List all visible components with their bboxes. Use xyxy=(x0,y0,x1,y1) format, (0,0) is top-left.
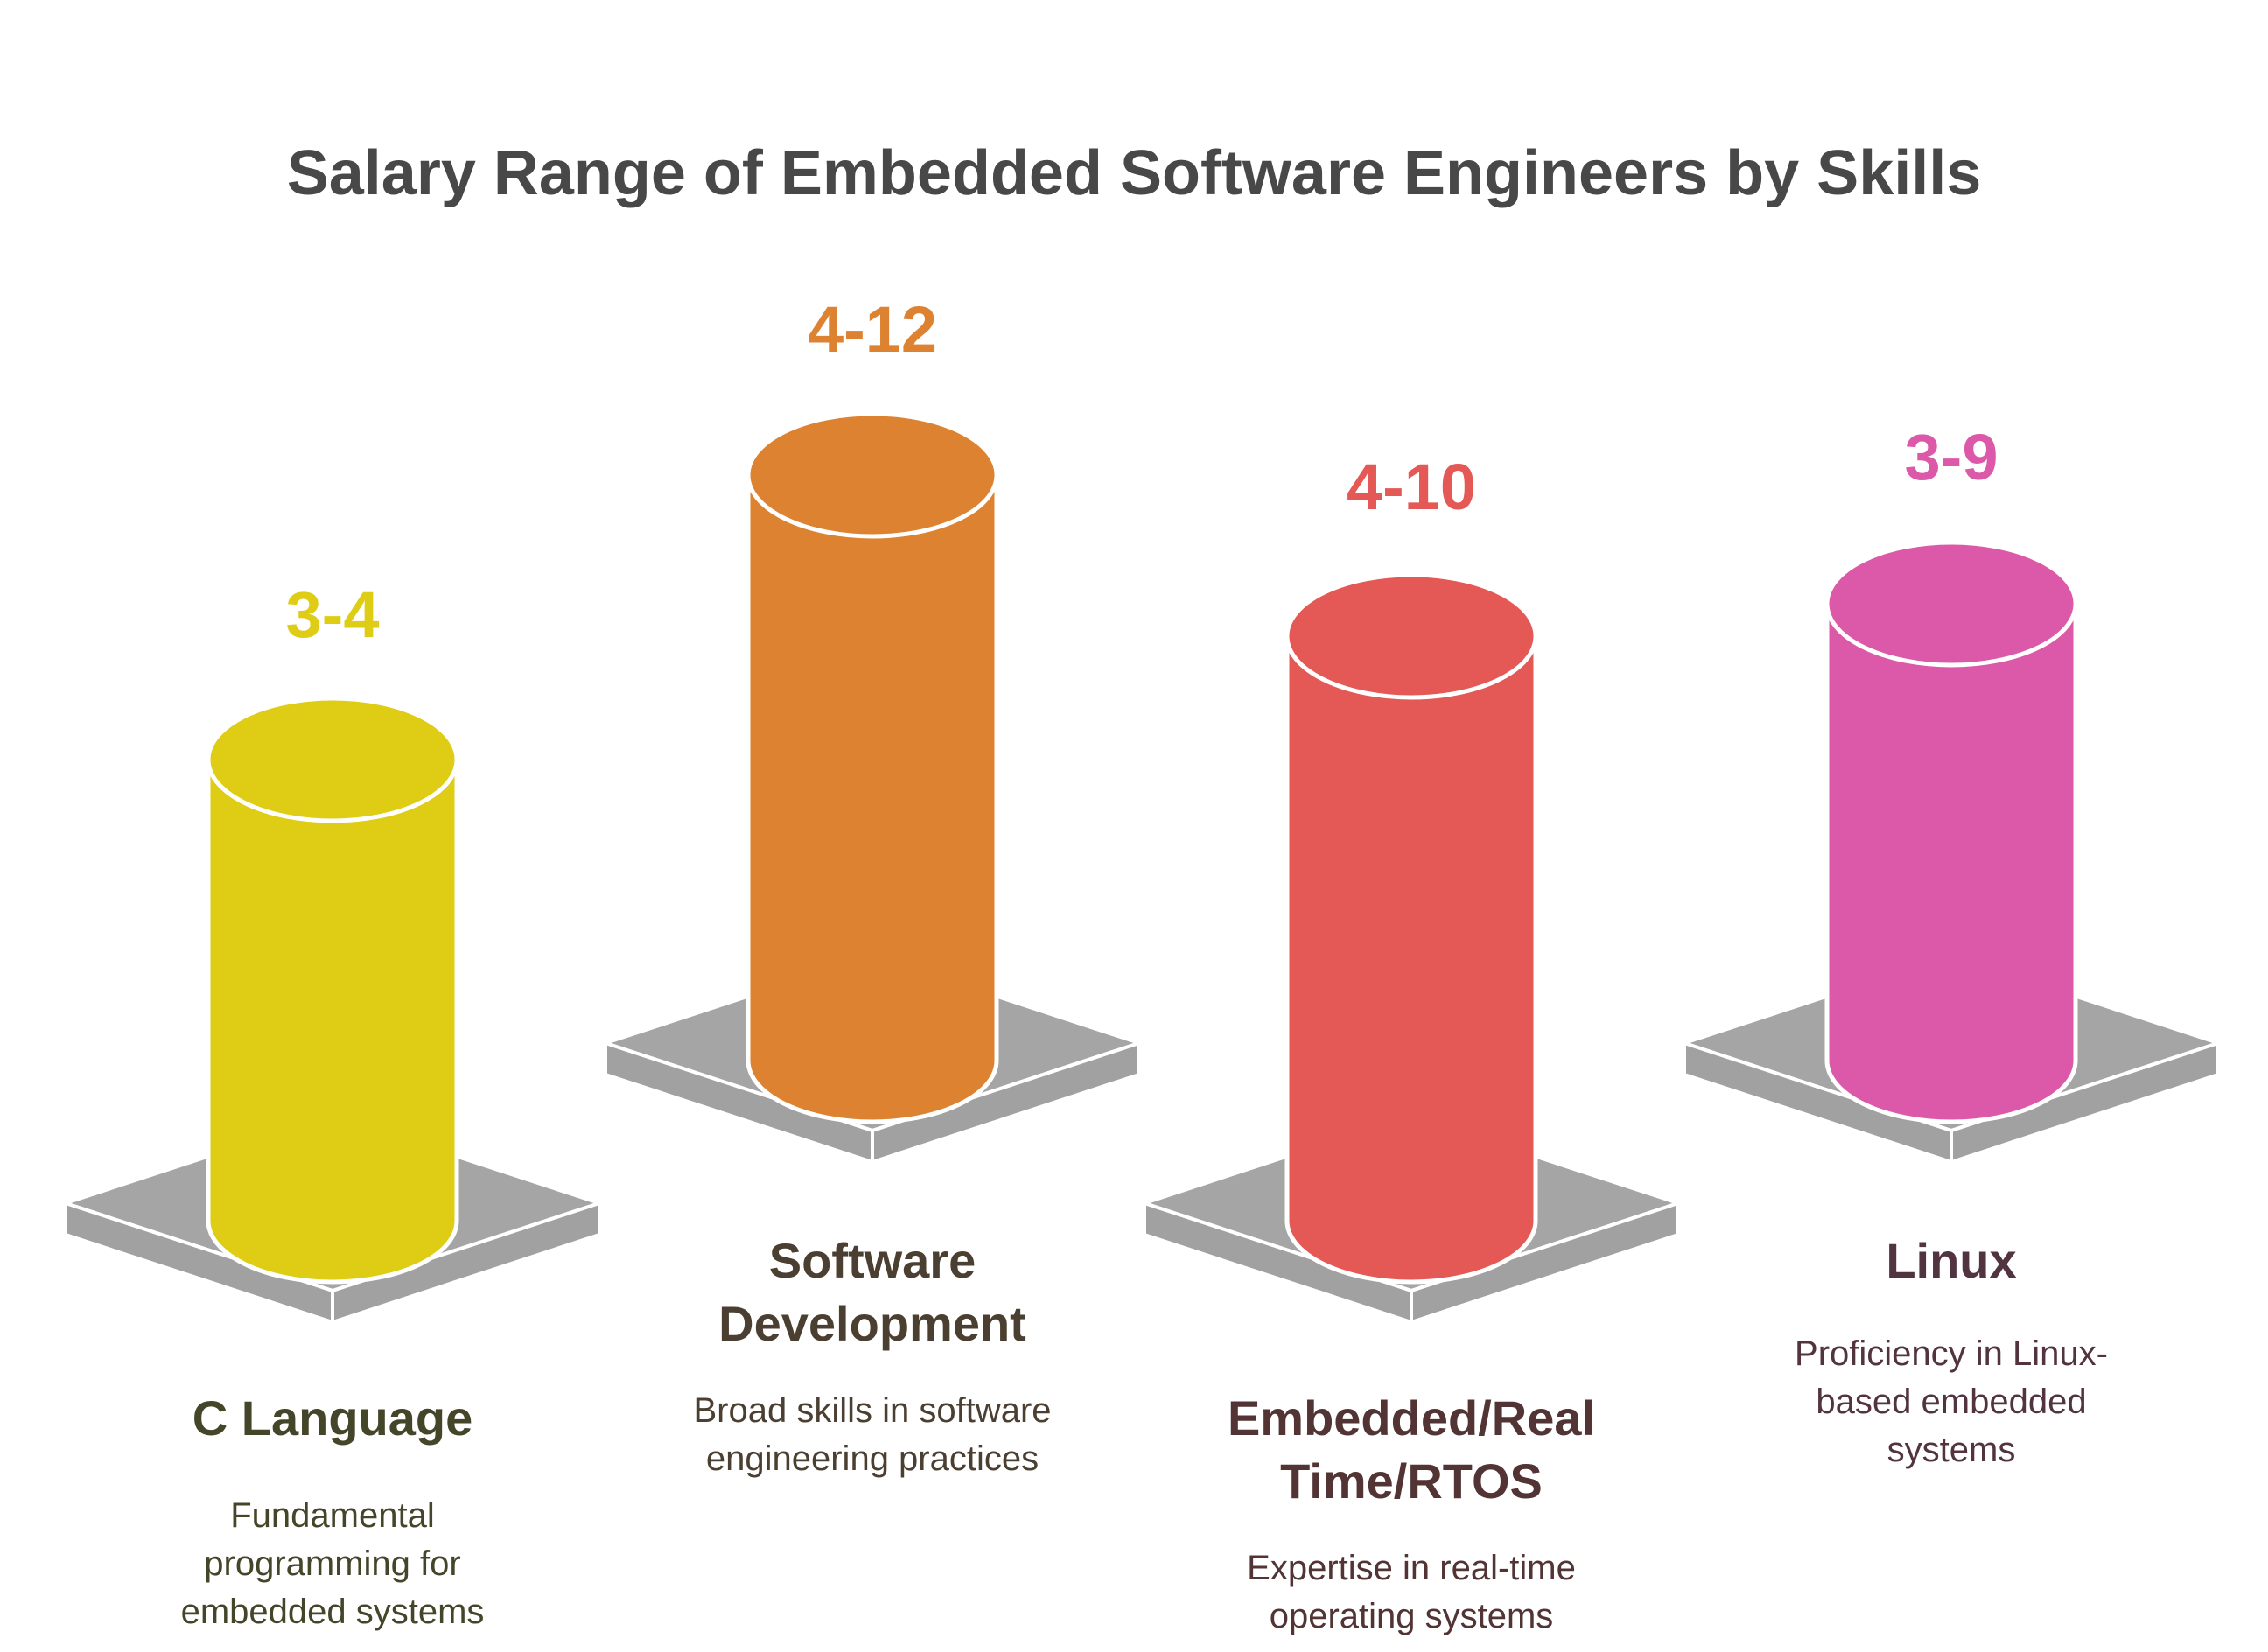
category-description-c-language: programming for xyxy=(204,1544,460,1583)
category-description-software-development: engineering practices xyxy=(706,1439,1039,1478)
category-name-software-development: Development xyxy=(718,1296,1026,1351)
value-label-software-development: 4-12 xyxy=(808,293,937,366)
category-description-linux: systems xyxy=(1887,1431,2016,1469)
cylinders-group: 3-4 C Language Fundamental programming for e… xyxy=(60,293,2224,1635)
value-label-c-language: 3-4 xyxy=(286,578,380,651)
chart-title: Salary Range of Embedded Software Engine… xyxy=(287,138,1982,208)
cylinder-group-linux: 3-9 Linux Proficiency in Linux-based embed… xyxy=(1678,421,2224,1469)
cylinder-top xyxy=(1824,540,2078,668)
category-name-linux: Linux xyxy=(1886,1233,2016,1288)
category-description-linux: Proficiency in Linux- xyxy=(1795,1334,2108,1373)
category-description-c-language: Fundamental xyxy=(230,1496,434,1535)
category-name-software-development: Software xyxy=(769,1233,976,1288)
category-name-embedded-real-time-rtos: Embedded/Real xyxy=(1228,1390,1595,1446)
category-description-linux: based embedded xyxy=(1816,1382,2086,1421)
cylinder-top xyxy=(206,696,459,823)
cylinder-top xyxy=(746,411,999,539)
cylinder-body xyxy=(1824,601,2078,1124)
category-description-software-development: Broad skills in software xyxy=(693,1391,1051,1430)
category-description-embedded-real-time-rtos: operating systems xyxy=(1270,1597,1554,1635)
cylinder-body xyxy=(206,757,459,1284)
cylinder-group-c-language: 3-4 C Language Fundamental programming for e… xyxy=(60,578,606,1631)
category-name-embedded-real-time-rtos: Time/RTOS xyxy=(1280,1453,1543,1508)
category-description-embedded-real-time-rtos: Expertise in real-time xyxy=(1247,1549,1576,1587)
cylinder-body xyxy=(1284,634,1538,1284)
category-name-c-language: C Language xyxy=(192,1390,472,1446)
value-label-linux: 3-9 xyxy=(1905,421,1998,494)
cylinder-body xyxy=(746,472,999,1124)
cylinder-group-embedded-real-time-rtos: 4-10 Embedded/Real Time/RTOS Expertise in r… xyxy=(1138,451,1684,1635)
category-description-c-language: embedded systems xyxy=(181,1592,485,1631)
value-label-embedded-real-time-rtos: 4-10 xyxy=(1347,451,1476,523)
cylinder-top xyxy=(1284,572,1538,700)
cylinder-group-software-development: 4-12 Software Development Broad skills in s… xyxy=(599,293,1145,1478)
